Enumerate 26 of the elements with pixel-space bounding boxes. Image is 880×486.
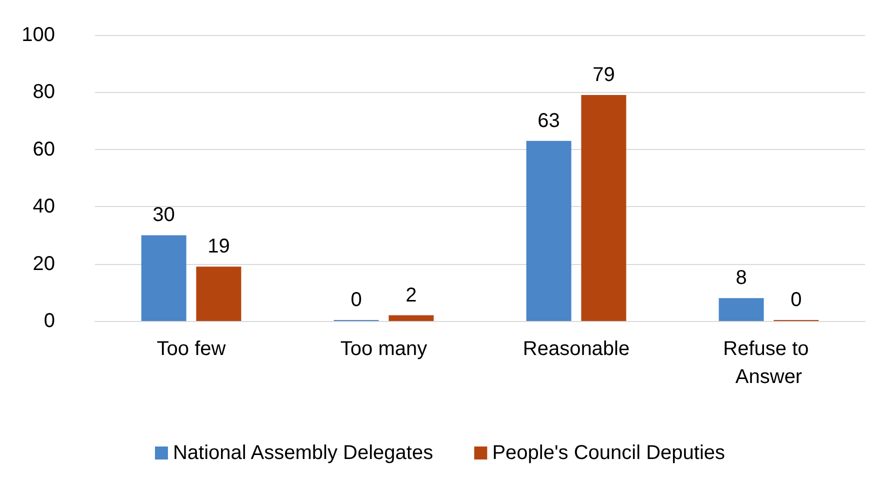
x-tick-label: Too few: [156, 338, 226, 360]
bar: [526, 140, 572, 321]
bar: [196, 266, 242, 321]
data-label: 0: [790, 289, 802, 311]
bar: [388, 315, 434, 321]
y-tick-label: 20: [32, 252, 55, 275]
data-label: 8: [736, 267, 747, 290]
y-tick-label: 80: [32, 81, 55, 104]
y-tick-label: 40: [32, 196, 55, 218]
legend-label: People's Council Deputies: [492, 442, 726, 464]
data-label: 19: [208, 236, 230, 258]
x-tick-label: Too many: [340, 338, 428, 360]
data-label: 79: [592, 64, 615, 86]
data-label: 0: [350, 289, 362, 311]
data-label: 2: [406, 284, 417, 306]
y-tick-label: 100: [22, 24, 55, 46]
y-tick-label: 60: [32, 138, 55, 160]
bar: [581, 95, 626, 321]
bar: [141, 235, 186, 321]
x-tick-label: Refuse to Answer: [723, 338, 814, 388]
legend-label: National Assembly Delegates: [172, 442, 434, 464]
bar: [718, 298, 764, 321]
y-tick-label: 0: [44, 310, 55, 332]
data-label: 63: [538, 110, 560, 132]
data-label: 30: [152, 204, 175, 226]
x-tick-label: Reasonable: [522, 338, 630, 360]
